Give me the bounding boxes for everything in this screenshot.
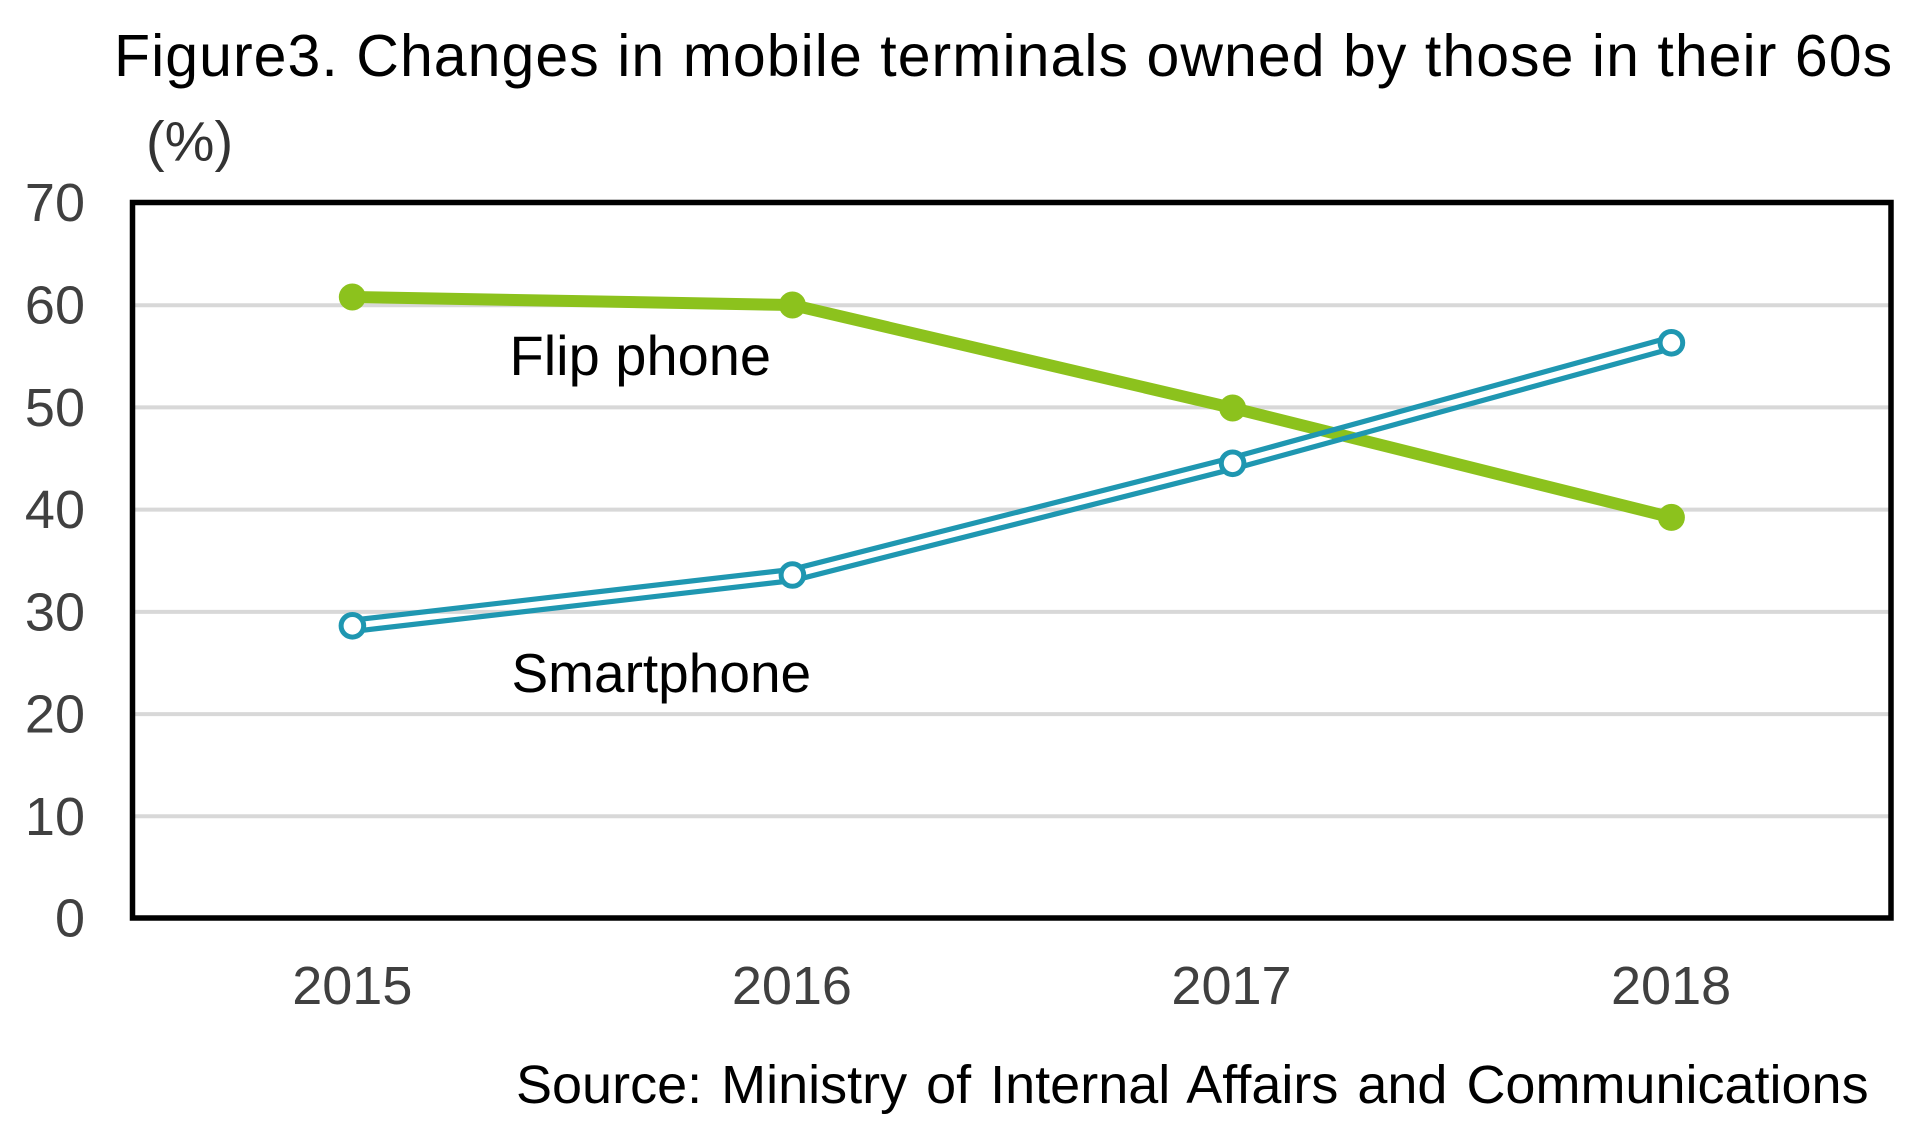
svg-text:(%): (%)	[146, 110, 233, 173]
svg-text:Source: Ministry of Internal A: Source: Ministry of Internal Affairs and…	[516, 1055, 1869, 1115]
svg-text:Flip phone: Flip phone	[510, 324, 772, 387]
svg-text:30: 30	[25, 582, 85, 642]
svg-text:2018: 2018	[1611, 956, 1731, 1016]
svg-text:60: 60	[25, 276, 85, 336]
svg-text:2017: 2017	[1171, 956, 1291, 1016]
svg-text:10: 10	[25, 787, 85, 847]
svg-text:2015: 2015	[292, 956, 412, 1016]
svg-text:Smartphone: Smartphone	[512, 642, 812, 704]
svg-text:70: 70	[25, 173, 85, 233]
svg-text:20: 20	[25, 685, 85, 745]
svg-text:50: 50	[25, 378, 85, 438]
svg-text:0: 0	[55, 889, 85, 949]
svg-text:Figure3. Changes in mobile ter: Figure3. Changes in mobile terminals own…	[114, 23, 1893, 89]
svg-text:2016: 2016	[732, 956, 852, 1016]
svg-text:40: 40	[25, 480, 85, 540]
